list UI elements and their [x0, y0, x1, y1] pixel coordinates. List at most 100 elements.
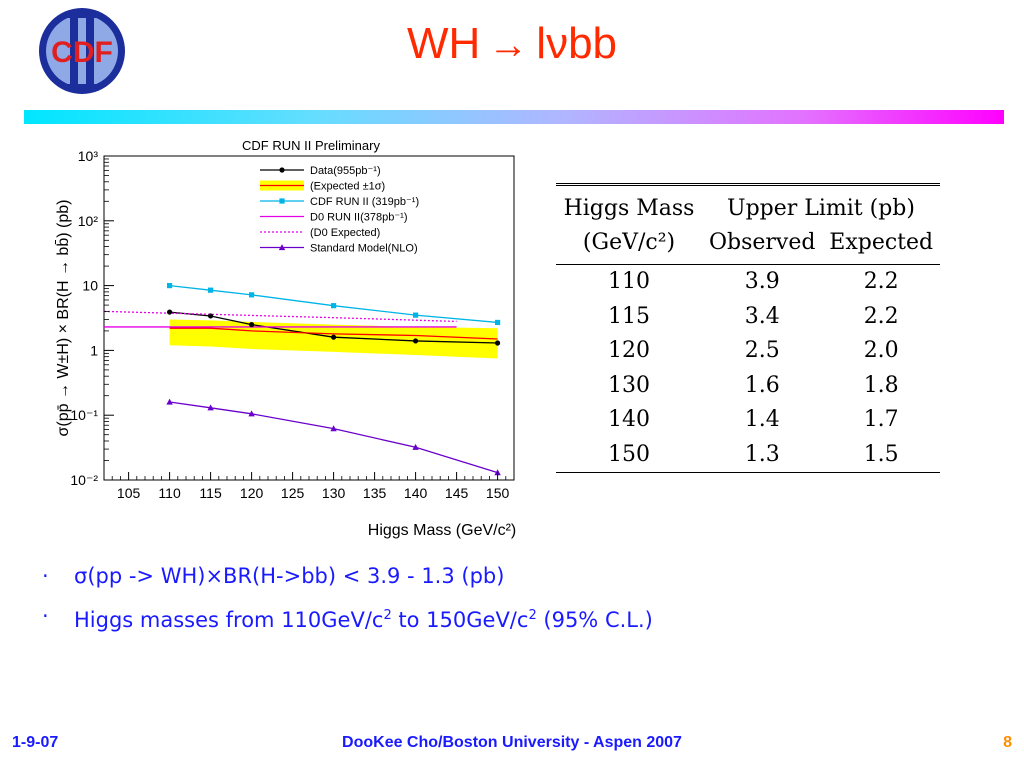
table-cell: 2.2 [863, 269, 899, 294]
data-point [249, 322, 255, 328]
table-row: 120 2.5 2.0 [556, 334, 940, 369]
x-tick-label: 115 [199, 485, 222, 501]
x-tick-label: 150 [486, 485, 510, 501]
x-tick-label: 110 [158, 485, 181, 501]
x-axis-label: Higgs Mass (GeV/c²) [368, 522, 516, 539]
table-cell: 1.4 [744, 407, 780, 432]
table-cell: 2.2 [863, 303, 899, 329]
slide-title: WH → lνbb [0, 22, 1024, 66]
data-point [331, 334, 337, 340]
header-upper-limit: Upper Limit (pb) [702, 183, 940, 226]
bullet-item-cross-section: · σ(pp -> WH)×BR(H->bb) < 3.9 - 1.3 (pb) [42, 556, 653, 596]
table-row: 115 3.4 2.2 [556, 300, 940, 335]
series-line-4 [103, 310, 457, 323]
data-point [495, 340, 501, 346]
bullet-sup: 2 [383, 608, 392, 623]
title-bb: bb [568, 19, 618, 68]
data-point [249, 292, 255, 298]
bullet-sup: 2 [528, 608, 537, 623]
footer-date: 1-9-07 [12, 734, 59, 751]
x-tick-label: 135 [363, 485, 387, 501]
legend: Data(955pb⁻¹) (Expected ±1σ) CDF RUN II (3… [260, 165, 419, 255]
data-point [412, 443, 419, 450]
table-cell: 115 [608, 303, 651, 329]
x-tick-label: 105 [117, 485, 141, 501]
data-point [208, 313, 214, 319]
data-point [413, 338, 419, 344]
series-markers-layer [166, 283, 501, 476]
table-cell: 150 [556, 437, 703, 473]
legend-label: D0 RUN II(378pb⁻¹) [310, 212, 408, 224]
y-tick-label: 10⁻¹ [70, 407, 98, 423]
data-point [495, 319, 501, 326]
bullet-text: (95% C.L.) [536, 608, 653, 632]
series-line-0 [169, 311, 498, 344]
cdf-logo-icon: CDF [39, 8, 125, 94]
legend-marker [279, 167, 285, 173]
legend-label: (Expected ±1σ) [310, 181, 385, 193]
legend-label: Data(955pb⁻¹) [310, 165, 381, 177]
x-tick-label: 140 [404, 485, 428, 501]
right-arrow-icon: → [488, 23, 529, 67]
bullet-item-mass-range: · Higgs masses from 110GeV/c2 to 150GeV/c… [42, 596, 653, 640]
table-cell: 1.8 [863, 372, 899, 398]
upper-limit-table: Higgs Mass Upper Limit (pb) (GeV/c²) Obs… [556, 183, 940, 473]
title-nu: ν [546, 19, 569, 68]
data-point [413, 312, 419, 318]
bullet-sigma: σ [74, 564, 88, 588]
header-expected: Expected [822, 226, 940, 265]
bullet-dot-icon: · [42, 564, 49, 588]
data-point [166, 398, 173, 405]
data-point [248, 410, 255, 417]
title-l: l [536, 19, 547, 68]
series-line-2 [169, 284, 498, 324]
chart-title: CDF RUN II Preliminary [242, 138, 380, 153]
data-point [207, 404, 214, 411]
data-point [330, 425, 337, 432]
data-point [167, 283, 173, 289]
y-tick-label: 10⁻² [70, 472, 98, 488]
table-cell: 1.3 [702, 437, 823, 473]
table-cell: 1.6 [744, 372, 780, 398]
page-number: 8 [1003, 734, 1012, 751]
table-cell: 140 [608, 407, 651, 432]
table-cell: 1.5 [822, 437, 940, 473]
data-point [167, 309, 173, 315]
y-axis-label: σ(pp̄ → W±H) × BR(H → bb̄) (pb) [55, 200, 72, 437]
header-higgs-mass: Higgs Mass [556, 183, 703, 226]
bullet-dot-icon: · [42, 604, 49, 628]
table-cell: 2.0 [863, 338, 899, 363]
table-row: 150 1.3 1.5 [556, 437, 940, 473]
cdf-logo-text: CDF [51, 36, 113, 69]
series-line-5 [169, 401, 498, 474]
footer-author: DooKee Cho/Boston University - Aspen 200… [342, 734, 682, 751]
y-tick-label: 10³ [78, 148, 99, 164]
legend-label: Standard Model(NLO) [310, 243, 418, 255]
legend-marker [278, 244, 286, 251]
table-cell: 3.9 [744, 269, 780, 294]
bullet-list: · σ(pp -> WH)×BR(H->bb) < 3.9 - 1.3 (pb) … [42, 556, 653, 640]
data-point [208, 287, 214, 293]
x-tick-label: 120 [240, 485, 264, 501]
table-cell: 3.4 [744, 303, 780, 329]
table-cell: 2.5 [744, 338, 780, 363]
x-tick-label: 145 [445, 485, 469, 501]
table-cell: 120 [608, 338, 651, 363]
x-tick-label: 130 [322, 485, 346, 501]
legend-label: (D0 Expected) [310, 227, 380, 239]
series-lines-layer [103, 284, 498, 474]
table-row: 110 3.9 2.2 [556, 265, 940, 300]
table-row: 130 1.6 1.8 [556, 369, 940, 404]
y-tick-label: 10² [78, 213, 99, 229]
legend-marker [279, 198, 285, 204]
table-cell: 110 [608, 269, 651, 294]
header-mass-unit: (GeV/c²) [556, 226, 703, 265]
table-cell: 130 [608, 372, 651, 398]
x-tick-label: 125 [281, 485, 305, 501]
legend-label: CDF RUN II (319pb⁻¹) [310, 196, 419, 208]
header-observed: Observed [702, 226, 823, 265]
table-cell: 1.7 [863, 407, 899, 432]
axis-ticks-layer: 105 110 115 120 125 130 135 140 145 15010⁻²10⁻¹11… [70, 148, 515, 501]
limit-plot: CDF RUN II Preliminary 105 110 115 120 125 13… [55, 138, 517, 539]
y-tick-label: 10 [82, 278, 98, 294]
